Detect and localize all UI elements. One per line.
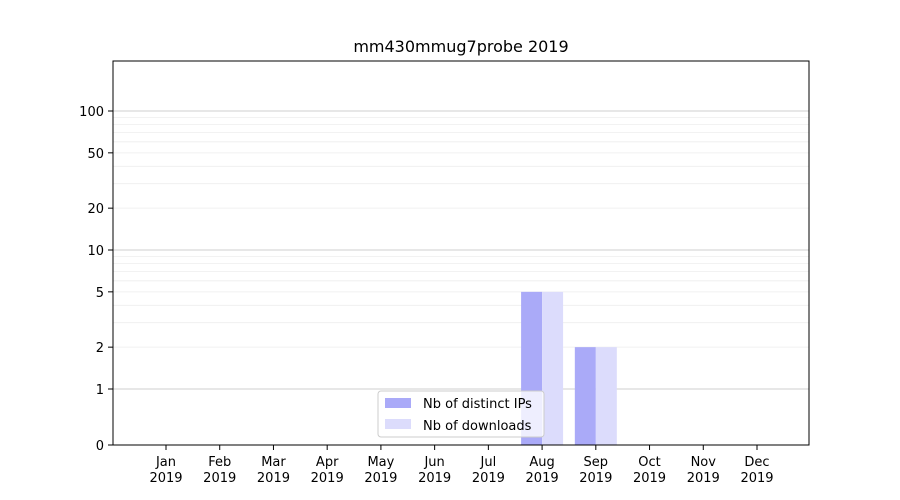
bar-downloads: [542, 291, 564, 445]
x-tick-label-year: 2019: [364, 471, 397, 486]
x-axis: Jan2019Feb2019Mar2019Apr2019May2019Jun20…: [149, 445, 774, 486]
x-tick-label-year: 2019: [418, 471, 451, 486]
y-tick-label: 100: [79, 105, 104, 120]
x-tick-label-month: Jul: [480, 455, 497, 470]
legend-frame: [377, 390, 545, 438]
x-tick-label-month: Aug: [529, 455, 554, 470]
bar-distinct-ips: [574, 347, 596, 445]
y-tick-label: 10: [87, 244, 104, 259]
x-tick-label-month: May: [367, 455, 394, 470]
x-tick-label-month: Jun: [423, 455, 444, 470]
y-tick-label: 20: [87, 202, 104, 217]
plot-frame: [112, 60, 810, 446]
x-tick-label-year: 2019: [203, 471, 236, 486]
x-tick-label-year: 2019: [149, 471, 182, 486]
x-tick-label-year: 2019: [740, 471, 773, 486]
legend-label-downloads: Nb of downloads: [423, 419, 532, 434]
bar-downloads: [595, 347, 617, 445]
x-tick-label-year: 2019: [579, 471, 612, 486]
x-tick-label-year: 2019: [633, 471, 666, 486]
legend: Nb of distinct IPs Nb of downloads: [377, 390, 545, 438]
x-tick-label-month: Feb: [208, 455, 231, 470]
y-axis: 0 1 2 5 10 20 50 100: [79, 105, 113, 454]
y-tick-label: 5: [96, 286, 104, 301]
y-tick-label: 0: [96, 439, 104, 454]
x-tick-label-month: Apr: [316, 455, 339, 470]
x-tick-label-year: 2019: [472, 471, 505, 486]
legend-swatch-distinct-ips: [385, 398, 411, 408]
x-tick-label-month: Mar: [261, 455, 286, 470]
legend-swatch-downloads: [385, 419, 411, 429]
x-tick-label-year: 2019: [311, 471, 344, 486]
x-tick-label-year: 2019: [257, 471, 290, 486]
x-tick-label-month: Oct: [638, 455, 660, 470]
x-tick-label-month: Dec: [744, 455, 769, 470]
x-tick-label-month: Jan: [155, 455, 176, 470]
x-tick-label-year: 2019: [526, 471, 559, 486]
x-tick-label-month: Nov: [691, 455, 717, 470]
y-tick-label: 1: [96, 383, 104, 398]
chart-title: mm430mmug7probe 2019: [353, 37, 568, 56]
legend-label-distinct-ips: Nb of distinct IPs: [423, 397, 532, 412]
y-tick-label: 2: [96, 341, 104, 356]
x-tick-label-year: 2019: [687, 471, 720, 486]
x-tick-label-month: Sep: [584, 455, 609, 470]
y-tick-label: 50: [87, 147, 104, 162]
